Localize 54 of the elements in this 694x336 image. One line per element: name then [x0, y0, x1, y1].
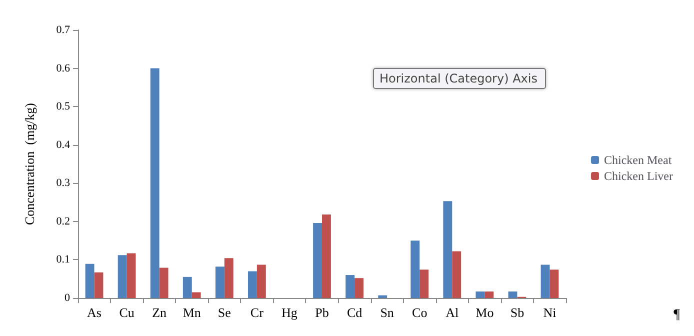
bar: [126, 253, 136, 298]
bar: [224, 258, 234, 298]
bar: [118, 255, 127, 298]
bar: [313, 222, 322, 298]
x-tick-label: Zn: [152, 305, 168, 320]
x-tick-label: Pb: [315, 305, 329, 320]
bar: [550, 270, 559, 298]
y-tick-label: 0.6: [56, 62, 70, 74]
bar: [159, 268, 168, 298]
bar: [346, 275, 355, 298]
bar: [443, 201, 452, 298]
legend-label: Chicken Meat: [604, 153, 672, 167]
annotation: Horizontal (Category) Axis: [380, 72, 538, 86]
y-tick-label: 0.7: [56, 24, 70, 36]
bar: [540, 264, 550, 298]
bar: [410, 240, 420, 298]
y-tick-label: 0.5: [56, 100, 70, 113]
x-tick-label: Al: [446, 305, 460, 320]
x-tick-label: Mn: [182, 305, 202, 320]
bar: [256, 264, 266, 298]
bar: [85, 264, 94, 298]
bar: [248, 271, 257, 298]
x-tick-label: Hg: [282, 305, 298, 320]
bar: [508, 291, 518, 298]
bar: [182, 276, 192, 298]
x-tick-label: Mo: [476, 305, 494, 320]
x-tick-label: Se: [218, 305, 232, 320]
bar: [420, 270, 429, 298]
y-axis-title: Concentration (mg/kg): [22, 102, 37, 226]
x-tick-label: Ni: [543, 305, 557, 320]
bar: [192, 292, 201, 298]
bar: [215, 266, 224, 298]
bar: [322, 214, 331, 298]
bar: [476, 291, 485, 298]
y-tick-label: 0.3: [56, 177, 70, 190]
bar: [484, 291, 494, 298]
x-tick-label: Cd: [346, 305, 363, 320]
text: ¶: [674, 308, 681, 322]
y-tick-label: 0.1: [56, 254, 70, 266]
x-tick-label: Cu: [119, 305, 135, 320]
bar: [94, 272, 104, 298]
x-tick-label: Cr: [250, 305, 264, 320]
bar: [378, 295, 388, 298]
x-tick-label: Sb: [510, 305, 524, 320]
bar: [354, 278, 364, 298]
legend-label: Chicken Liver: [604, 169, 674, 183]
bar: [150, 68, 160, 298]
x-tick-label: As: [87, 305, 102, 320]
y-tick-label: 0.2: [56, 215, 70, 228]
y-tick-label: 0: [64, 292, 70, 304]
x-tick-label: Co: [412, 305, 428, 320]
x-tick-label: Sn: [380, 305, 394, 320]
bar: [452, 251, 462, 298]
y-tick-label: 0.4: [56, 138, 70, 151]
